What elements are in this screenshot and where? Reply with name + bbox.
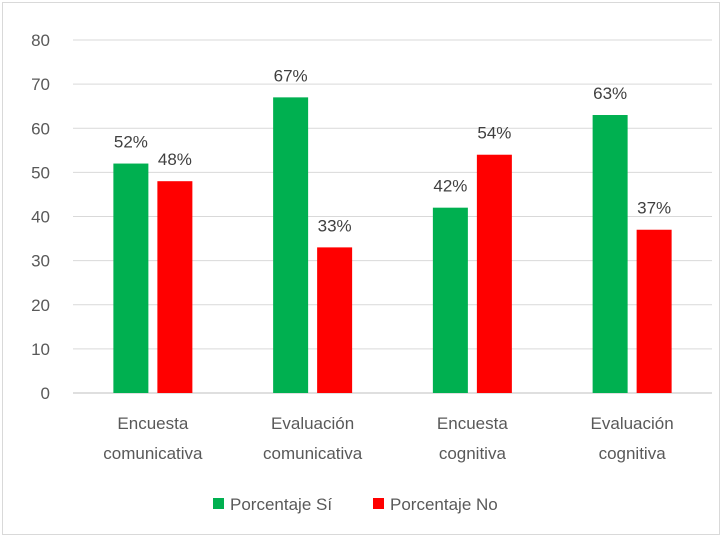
data-label: 33% [318, 216, 352, 235]
y-tick-label: 80 [31, 31, 50, 50]
x-category-label: cognitiva [599, 444, 667, 463]
bar [433, 208, 468, 393]
x-category-label: cognitiva [439, 444, 507, 463]
data-label: 48% [158, 150, 192, 169]
bar [637, 230, 672, 393]
bar [593, 115, 628, 393]
y-tick-label: 50 [31, 163, 50, 182]
x-category-label: comunicativa [103, 444, 203, 463]
bar [273, 97, 308, 393]
y-tick-label: 10 [31, 340, 50, 359]
bar [113, 164, 148, 393]
x-category-label: Encuesta [117, 414, 188, 433]
y-tick-label: 30 [31, 252, 50, 271]
data-label: 37% [637, 199, 671, 218]
legend-label: Porcentaje Sí [230, 495, 332, 514]
y-tick-label: 20 [31, 296, 50, 315]
y-tick-label: 60 [31, 119, 50, 138]
bar [477, 155, 512, 393]
data-label: 42% [433, 177, 467, 196]
x-category-label: Evaluación [271, 414, 354, 433]
y-tick-label: 0 [41, 384, 50, 403]
y-tick-label: 70 [31, 75, 50, 94]
bar [317, 247, 352, 393]
legend-label: Porcentaje No [390, 495, 498, 514]
x-category-label: Evaluación [591, 414, 674, 433]
x-category-label: Encuesta [437, 414, 508, 433]
data-label: 63% [593, 84, 627, 103]
legend-swatch [213, 498, 224, 509]
data-label: 67% [274, 66, 308, 85]
data-label: 52% [114, 133, 148, 152]
data-label: 54% [477, 124, 511, 143]
bar [157, 181, 192, 393]
y-tick-label: 40 [31, 208, 50, 227]
x-category-label: comunicativa [263, 444, 363, 463]
legend-swatch [373, 498, 384, 509]
